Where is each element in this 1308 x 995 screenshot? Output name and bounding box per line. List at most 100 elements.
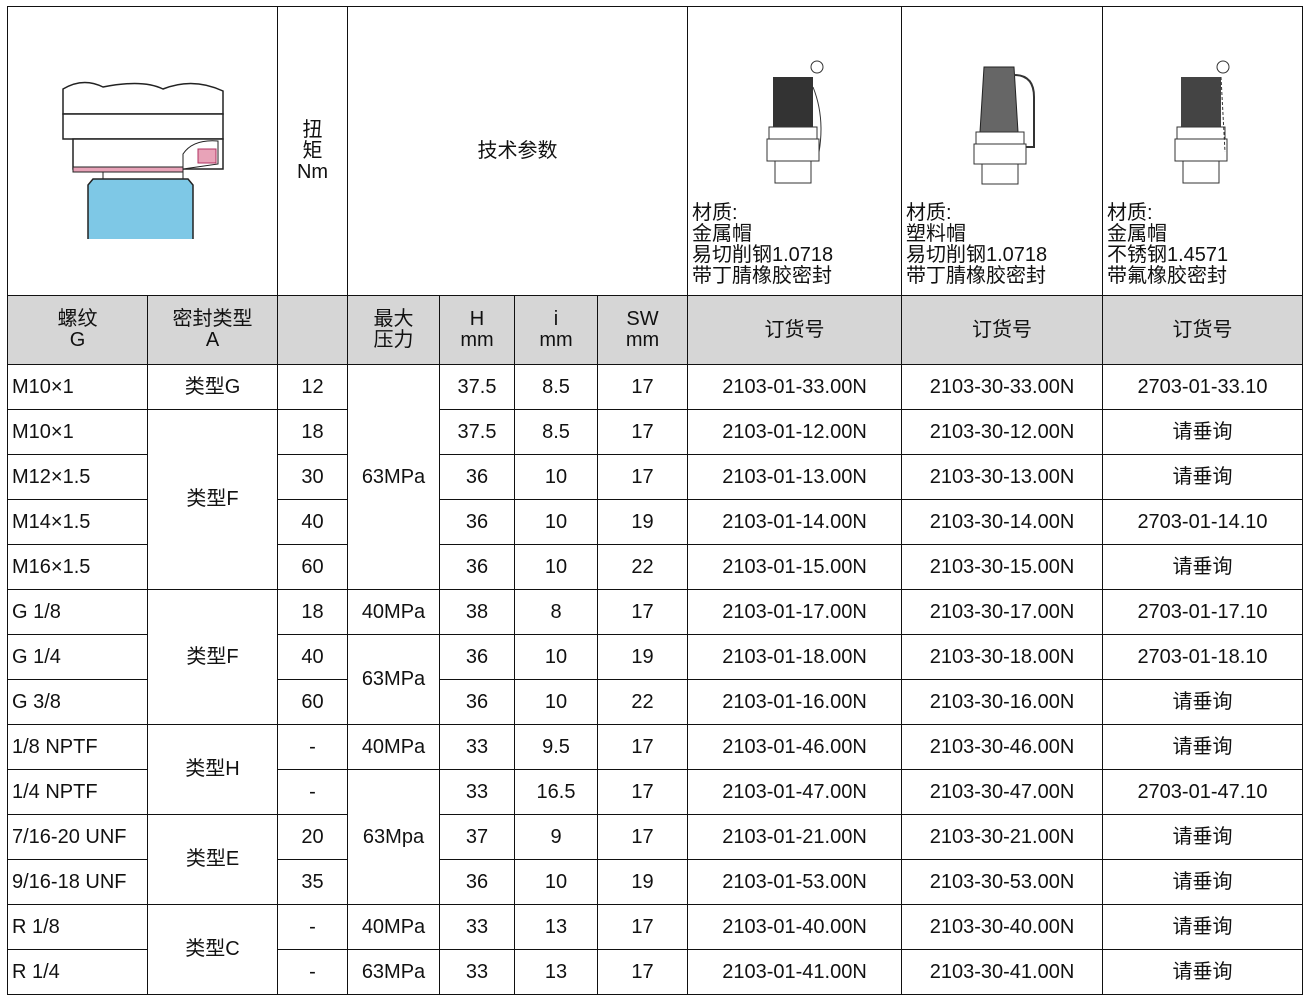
- cell: 7/16-20 UNF: [7, 814, 148, 860]
- cell: 33: [439, 949, 515, 995]
- cell: 类型F: [147, 409, 278, 590]
- product-cell: 材质: 金属帽 不锈钢1.4571 带氟橡胶密封: [1102, 6, 1303, 296]
- cell: 36: [439, 454, 515, 500]
- cell: 2103-01-46.00N: [687, 724, 902, 770]
- label: G: [69, 329, 86, 351]
- product-image: [973, 66, 1035, 185]
- cell: 请垂询: [1102, 949, 1303, 995]
- cell: 2103-30-46.00N: [901, 724, 1103, 770]
- cell: 40: [277, 499, 348, 545]
- cell: 8: [514, 589, 598, 635]
- cell: 37.5: [439, 364, 515, 410]
- subheader-cell: 订货号: [687, 295, 902, 365]
- label: 带丁腈橡胶密封: [906, 265, 1046, 287]
- cell: 37: [439, 814, 515, 860]
- cell: 60: [277, 544, 348, 590]
- cell: 36: [439, 634, 515, 680]
- cell: 2103-30-15.00N: [901, 544, 1103, 590]
- cell: 请垂询: [1102, 814, 1303, 860]
- label: 技术参数: [477, 139, 558, 162]
- cell: 12: [277, 364, 348, 410]
- cell: 10: [514, 679, 598, 725]
- cell: 63Mpa: [347, 769, 440, 905]
- cell: 2103-30-41.00N: [901, 949, 1103, 995]
- cell: 33: [439, 769, 515, 815]
- cell: 2103-01-21.00N: [687, 814, 902, 860]
- cell: 2103-30-33.00N: [901, 364, 1103, 410]
- cell: 请垂询: [1102, 409, 1303, 455]
- label: mm: [539, 329, 573, 351]
- subheader-cell: SW mm: [597, 295, 688, 365]
- header-row: 扭矩 Nm 技术参数 材质: 金属帽 易切削钢1.0718 带丁腈橡胶密封 材质: 塑料帽…: [7, 6, 1303, 296]
- cell: 类型H: [147, 724, 278, 815]
- cell: 19: [597, 634, 688, 680]
- cell: 1/4 NPTF: [7, 769, 148, 815]
- cell: 36: [439, 859, 515, 905]
- cell: 2103-01-16.00N: [687, 679, 902, 725]
- cell: 36: [439, 544, 515, 590]
- label: 最大: [373, 308, 414, 330]
- label: 易切削钢1.0718: [906, 244, 1048, 266]
- cell: 40MPa: [347, 589, 440, 635]
- cell: -: [277, 904, 348, 950]
- cell: 10: [514, 859, 598, 905]
- cell: 17: [597, 454, 688, 500]
- label: 带丁腈橡胶密封: [692, 265, 832, 287]
- label: i: [553, 308, 559, 330]
- cell: 请垂询: [1102, 904, 1303, 950]
- product-image: [1174, 60, 1229, 184]
- data-row: M16×1.5 60 36 10 22 2103-01-15.00N 2103-30-15.…: [7, 544, 1303, 590]
- label: 螺纹: [57, 308, 98, 330]
- tech-params: 技术参数: [347, 6, 688, 296]
- label: 材质:: [1107, 202, 1153, 224]
- fitting-diagram: [61, 81, 224, 248]
- cell: 2103-30-13.00N: [901, 454, 1103, 500]
- data-row: R 1/8 类型C -40MPa 33 13 17 2103-01-40.00N 2103-3…: [7, 904, 1303, 995]
- cell: 18: [277, 409, 348, 455]
- product-image: [766, 60, 823, 184]
- subheader-cell: 密封类型 A: [147, 295, 278, 365]
- label: 不锈钢1.4571: [1107, 244, 1229, 266]
- data-row: M10×1 类型G 12 63MPa 37.5 8.5 17 2103-01-33.00N 21…: [7, 364, 1303, 590]
- cell: 13: [514, 904, 598, 950]
- cell: G 1/4: [7, 634, 148, 680]
- data-row: M10×1 类型F 18 37.5 8.5 17 2103-01-12.00N 2103-30…: [7, 409, 1303, 590]
- cell: 20: [277, 814, 348, 860]
- cell: 36: [439, 499, 515, 545]
- cell: 请垂询: [1102, 544, 1303, 590]
- cell: 63MPa: [347, 364, 440, 590]
- cell: 类型F: [147, 589, 278, 725]
- diagram-cell: [7, 6, 278, 296]
- cell: 36: [439, 679, 515, 725]
- cell: 2103-30-12.00N: [901, 409, 1103, 455]
- label: 塑料帽: [906, 223, 966, 245]
- cell: 22: [597, 544, 688, 590]
- cell: 17: [597, 814, 688, 860]
- label: A: [205, 329, 220, 351]
- cell: 17: [597, 949, 688, 995]
- cell: 35: [277, 859, 348, 905]
- cell: 19: [597, 859, 688, 905]
- label: 订货号: [972, 318, 1032, 341]
- cell: 类型C: [147, 904, 278, 995]
- cell: 2103-01-41.00N: [687, 949, 902, 995]
- cell: 10: [514, 634, 598, 680]
- cell: 请垂询: [1102, 454, 1303, 500]
- cell: 2103-30-21.00N: [901, 814, 1103, 860]
- data-row: 9/16-18 UNF 35 36 10 19 2103-01-53.00N 2103-30…: [7, 859, 1303, 905]
- cell: 请垂询: [1102, 859, 1303, 905]
- cell: 2703-01-14.10: [1102, 499, 1303, 545]
- label: 压力: [373, 329, 414, 351]
- cell: 17: [597, 364, 688, 410]
- cell: M10×1: [7, 409, 148, 455]
- cell: 类型G: [147, 364, 278, 410]
- cell: 19: [597, 499, 688, 545]
- cell: 9.5: [514, 724, 598, 770]
- cell: 2703-01-33.10: [1102, 364, 1303, 410]
- cell: 17: [597, 589, 688, 635]
- cell: 9/16-18 UNF: [7, 859, 148, 905]
- subheader-cell: [277, 295, 348, 365]
- cell: -: [277, 724, 348, 770]
